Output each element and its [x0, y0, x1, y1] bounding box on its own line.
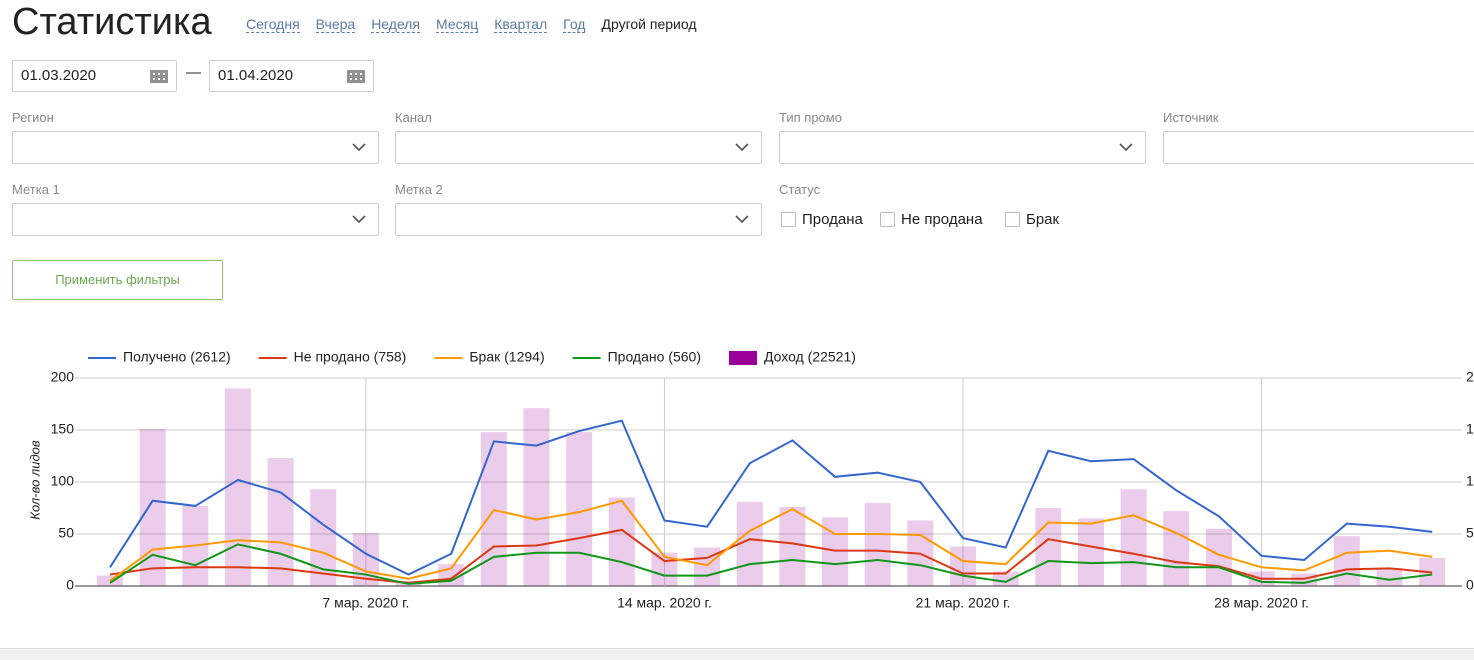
filter-label: Источник: [1163, 110, 1219, 125]
legend-label: Не продано (758): [294, 349, 407, 365]
bar: [267, 458, 294, 586]
filter-label: Тип промо: [779, 110, 842, 125]
y-tick-label: 50: [58, 525, 74, 541]
period-link[interactable]: Сегодня: [246, 16, 300, 33]
y-tick-label: 150: [51, 421, 75, 437]
y-axis-label: Кол-во лидов: [27, 440, 42, 520]
dropdown-arrow: [735, 143, 749, 152]
date-to[interactable]: 01.04.2020: [209, 60, 374, 92]
x-tick-label: 14 мар. 2020 г.: [617, 595, 712, 611]
checkbox-label: Брак: [1026, 211, 1060, 228]
calendar-icon[interactable]: [150, 70, 168, 83]
line: [109, 543, 1433, 585]
bar: [608, 497, 635, 586]
period-link[interactable]: Месяц: [436, 16, 479, 33]
bar: [864, 502, 891, 586]
period-link[interactable]: Неделя: [371, 16, 421, 33]
dropdown-arrow: [352, 143, 366, 152]
date-from[interactable]: 01.03.2020: [12, 60, 177, 92]
date-text: 01.03.2020: [21, 67, 97, 84]
legend-label: Доход (22521): [764, 349, 856, 365]
bar: [1077, 518, 1104, 586]
period-link[interactable]: Квартал: [494, 16, 548, 33]
checkbox[interactable]: [880, 212, 895, 227]
filter-label: Метка 1: [12, 182, 60, 197]
filter-label: Метка 2: [395, 182, 443, 197]
apply-button[interactable]: Применить фильтры: [12, 260, 223, 300]
filter-select[interactable]: [1163, 131, 1474, 164]
bar: [779, 506, 806, 586]
y2-tick-label: 1000: [1466, 473, 1474, 489]
bar: [224, 388, 251, 586]
footer-bar: [0, 648, 1474, 660]
checkbox[interactable]: [781, 212, 796, 227]
legend-label: Брак (1294): [469, 349, 544, 365]
dropdown-arrow: [735, 215, 749, 224]
period-link[interactable]: Вчера: [315, 16, 356, 33]
filter-select[interactable]: [395, 203, 762, 236]
date-separator: —: [186, 64, 201, 81]
filter-select[interactable]: [779, 131, 1146, 164]
filter-label: Регион: [12, 110, 54, 125]
page-title: Статистика: [12, 1, 212, 43]
bar: [139, 428, 166, 586]
dropdown-arrow: [1119, 143, 1133, 152]
line: [109, 528, 1433, 584]
legend-label: Продано (560): [608, 349, 701, 365]
legend-swatch: [728, 351, 757, 365]
line: [109, 419, 1433, 576]
filter-select[interactable]: [395, 131, 762, 164]
bar: [1333, 536, 1360, 586]
status-checkbox[interactable]: Продана: [781, 211, 863, 228]
bar: [1291, 573, 1318, 586]
filter-label: Статус: [779, 182, 821, 197]
x-tick-label: 21 мар. 2020 г.: [916, 595, 1011, 611]
line: [109, 499, 1433, 582]
filter-label: Канал: [395, 110, 432, 125]
status-checkbox[interactable]: Брак: [1005, 211, 1059, 228]
x-tick-label: 28 мар. 2020 г.: [1214, 595, 1309, 611]
bar: [1376, 568, 1403, 586]
dropdown-arrow: [352, 215, 366, 224]
date-text: 01.04.2020: [218, 67, 294, 84]
filter-select[interactable]: [12, 203, 379, 236]
x-tick-label: 7 мар. 2020 г.: [322, 595, 409, 611]
bar: [523, 408, 550, 586]
period-links: Сегодня Вчера Неделя Месяц Квартал Год Другой …: [246, 16, 697, 33]
chart: Кол-во лидов 050100150200050010001500200…: [27, 349, 1474, 611]
y2-tick-label: 500: [1466, 525, 1474, 541]
checkbox[interactable]: [1005, 212, 1020, 227]
y-tick-label: 200: [51, 369, 75, 385]
y-tick-label: 0: [66, 577, 74, 593]
period-link[interactable]: Другой период: [601, 16, 697, 32]
filter-select[interactable]: [12, 131, 379, 164]
checkbox-label: Продана: [802, 211, 863, 228]
y2-tick-label: 0: [1466, 577, 1474, 593]
bar: [992, 571, 1019, 586]
bar: [950, 546, 976, 586]
bar: [1120, 489, 1147, 586]
legend-label: Получено (2612): [123, 349, 231, 365]
checkbox-label: Не продана: [901, 211, 983, 228]
bar: [480, 432, 507, 586]
status-checkbox[interactable]: Не продана: [880, 211, 983, 228]
bar: [1163, 511, 1190, 586]
calendar-icon[interactable]: [347, 70, 365, 83]
y2-tick-label: 1500: [1466, 421, 1474, 437]
y-tick-label: 100: [51, 473, 75, 489]
period-link[interactable]: Год: [563, 16, 586, 33]
